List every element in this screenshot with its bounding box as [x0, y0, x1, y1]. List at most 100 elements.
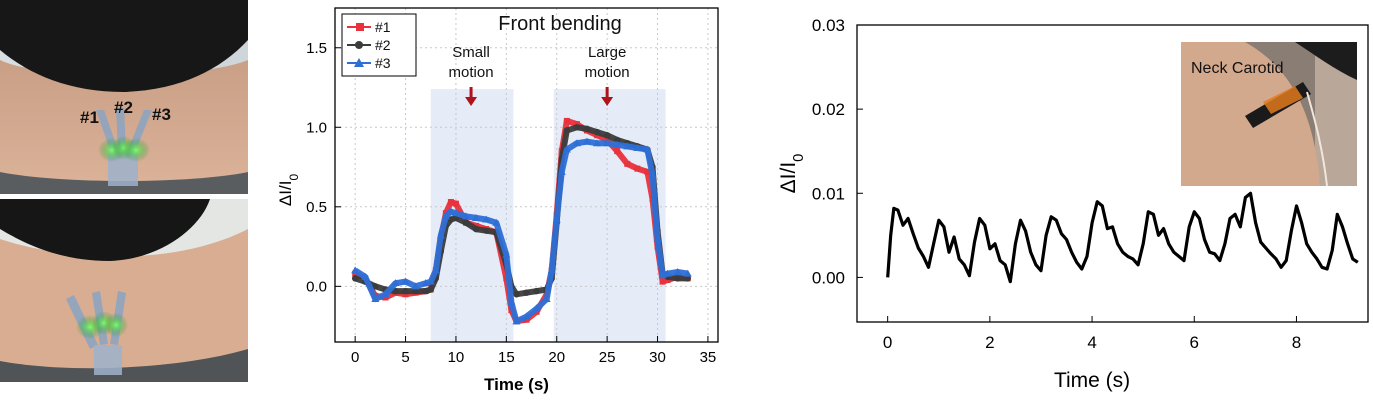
data-point — [482, 227, 490, 234]
data-point — [462, 212, 471, 220]
data-point — [634, 165, 641, 172]
x-tick-label: 8 — [1292, 333, 1301, 352]
data-point — [422, 287, 429, 295]
data-point — [427, 286, 434, 293]
data-point — [653, 234, 662, 242]
y-tick-label: 1.0 — [306, 119, 327, 136]
y-tick-label: 1.5 — [306, 40, 327, 57]
x-axis-title: Time (s) — [484, 375, 549, 394]
data-point — [624, 160, 631, 167]
x-tick-label: 35 — [700, 349, 717, 366]
data-point — [482, 215, 491, 223]
x-tick-label: 30 — [649, 349, 666, 366]
data-point — [441, 212, 450, 220]
motion-label-2: motion — [585, 64, 630, 81]
data-point — [572, 139, 581, 147]
x-tick-label: 2 — [985, 333, 994, 352]
data-point — [522, 312, 531, 320]
sensor-label-1: #1 — [80, 108, 99, 127]
data-point — [351, 266, 360, 274]
inset-wire — [1306, 91, 1328, 187]
data-point — [573, 124, 581, 131]
data-point — [372, 283, 379, 290]
data-point — [542, 295, 551, 303]
x-tick-label: 25 — [599, 349, 616, 366]
legend-marker-1 — [356, 23, 364, 31]
data-point — [451, 209, 460, 217]
sensor-label-3: #3 — [152, 105, 171, 124]
motion-label-1: motion — [449, 64, 494, 81]
data-point — [593, 128, 601, 136]
data-point — [663, 269, 672, 277]
x-tick-label: 20 — [548, 349, 565, 366]
y-tick-label: 0.02 — [812, 100, 845, 119]
data-point — [614, 148, 621, 155]
data-point — [683, 269, 692, 277]
data-point — [523, 289, 530, 296]
data-point — [492, 218, 501, 226]
chart-title: Front bending — [498, 13, 621, 35]
data-point — [371, 295, 380, 303]
x-tick-label: 6 — [1190, 333, 1199, 352]
pulse-signal-line — [886, 191, 1359, 284]
x-tick-label: 0 — [883, 333, 892, 352]
data-point — [563, 117, 570, 124]
data-point — [659, 278, 666, 285]
data-point — [472, 225, 480, 233]
data-point — [532, 304, 541, 312]
motion-label-2: Large — [588, 44, 626, 61]
motion-label-1: Small — [452, 44, 490, 61]
motion-arrow-head-1 — [465, 97, 478, 106]
data-point — [392, 287, 399, 295]
data-point — [633, 143, 642, 151]
inset-hair — [1295, 42, 1357, 80]
data-point — [436, 231, 445, 239]
data-point — [674, 275, 681, 282]
inset-photo — [1181, 42, 1357, 187]
data-point — [351, 275, 359, 282]
data-point — [603, 139, 612, 147]
inset-label: Neck Carotid — [1191, 60, 1283, 77]
data-point — [644, 168, 651, 175]
sensor-label-2: #2 — [114, 98, 133, 117]
photo-neck-sensors-top: #1 #2 #3 — [0, 0, 248, 194]
x-axis-title: Time (s) — [1054, 369, 1130, 392]
data-point — [623, 142, 632, 150]
data-point — [547, 266, 556, 274]
data-point — [401, 277, 410, 285]
data-point — [673, 268, 682, 276]
legend-label-2: #2 — [375, 37, 391, 53]
data-point — [402, 287, 409, 295]
data-point — [446, 207, 455, 215]
data-point — [462, 219, 470, 226]
x-tick-label: 5 — [401, 349, 409, 366]
y-tick-label: 0.0 — [306, 278, 327, 295]
series-markers-3 — [351, 137, 692, 325]
data-point — [381, 290, 390, 298]
data-point — [507, 298, 516, 306]
x-tick-label: 10 — [448, 349, 465, 366]
data-point — [557, 167, 566, 175]
data-point — [562, 145, 571, 153]
y-tick-label: 0.03 — [812, 16, 845, 35]
data-point — [426, 277, 435, 285]
data-point — [411, 282, 420, 290]
x-tick-label: 4 — [1087, 333, 1096, 352]
plot-frame — [856, 24, 1369, 323]
y-axis-title: ΔI/I0 — [777, 154, 807, 194]
data-point — [582, 137, 591, 145]
plot-frame — [334, 7, 719, 343]
legend-label-1: #1 — [375, 19, 391, 35]
data-point — [552, 215, 561, 223]
data-point — [563, 127, 571, 134]
data-point — [447, 199, 454, 206]
neck-carotid-chart: Neck Carotid 0 2 4 6 8 0.00 0.01 0.02 0.03 Time (s… — [775, 0, 1373, 402]
data-point — [603, 132, 611, 139]
legend-marker-3 — [354, 58, 364, 67]
data-point — [502, 250, 511, 258]
legend-marker-2 — [355, 41, 363, 49]
x-tick-label: 15 — [498, 349, 515, 366]
front-bending-chart: Small motion Large motion Front bending 0 5 10 1… — [255, 0, 725, 402]
y-tick-label: 0.00 — [812, 268, 845, 287]
photo-neck-sensors-bottom — [0, 199, 248, 382]
